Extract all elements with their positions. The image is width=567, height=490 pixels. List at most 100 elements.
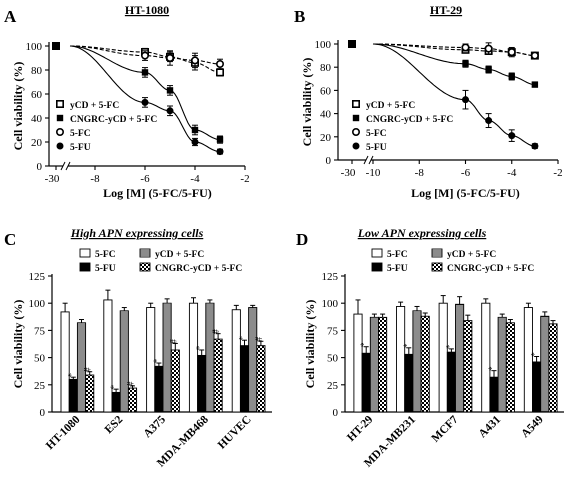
x-tick-label: -2 xyxy=(553,167,562,179)
significance-mark: * xyxy=(402,343,412,348)
x-tick-label: -30 xyxy=(45,173,60,185)
legend-marker xyxy=(352,142,360,150)
bar-5-fc xyxy=(60,311,70,413)
significance-mark: * xyxy=(359,342,369,347)
category-label: HUVEC xyxy=(216,414,254,452)
y-tick-label: 25 xyxy=(327,380,339,392)
y-tick-label: 80 xyxy=(31,65,43,77)
panel-title: High APN expressing cells xyxy=(70,226,204,240)
bar-5-fu xyxy=(446,351,456,413)
bar-cngrc-ycd-5-fc xyxy=(420,315,430,413)
category-label: HT-1080 xyxy=(44,413,83,452)
y-axis-label: Cell viability (%) xyxy=(11,300,25,389)
legend-swatch xyxy=(431,248,443,258)
legend-label: 5-FC xyxy=(387,250,408,260)
y-axis-label: Cell viability (%) xyxy=(11,62,25,151)
y-tick-label: 0 xyxy=(37,161,43,173)
legend-marker xyxy=(56,142,64,150)
bar-group-huvec: * # xyxy=(231,304,266,413)
data-point-control xyxy=(52,42,60,50)
legend-marker xyxy=(55,100,64,109)
legend-label: 5-FU xyxy=(387,264,408,274)
x-axis-label: Log [M] (5-FC/5-FU) xyxy=(103,186,212,200)
significance-mark: * xyxy=(152,358,162,363)
y-tick-label: 40 xyxy=(320,109,332,121)
data-point xyxy=(191,138,199,146)
bar-group-ht-1080: *# xyxy=(60,302,95,413)
legend: 5-FC yCD + 5-FC 5-FU CNGRC-yCD + 5-FC xyxy=(371,248,534,274)
data-point xyxy=(141,51,150,60)
bar-group-mda-mb468: *# xyxy=(188,297,223,413)
bar-ycd-5-fc xyxy=(455,303,465,413)
y-tick-label: 60 xyxy=(320,85,332,97)
significance-mark: # xyxy=(83,367,93,372)
series-5-fu xyxy=(52,42,224,156)
category-label: A375 xyxy=(142,413,169,440)
data-point xyxy=(484,44,493,53)
series-5-fu xyxy=(348,40,539,150)
legend-swatch xyxy=(371,248,383,258)
data-point xyxy=(216,136,224,143)
legend: 5-FC yCD + 5-FC 5-FU CNGRC-yCD + 5-FC xyxy=(79,248,242,274)
legend-swatch xyxy=(139,248,151,258)
y-tick-label: 60 xyxy=(31,89,43,101)
bar-cngrc-ycd-5-fc xyxy=(85,374,95,413)
bar-cngrc-ycd-5-fc xyxy=(213,338,223,413)
x-tick-label: -4 xyxy=(190,173,200,185)
fit-curve xyxy=(373,43,535,86)
legend-label: CNGRC-yCD + 5-FC xyxy=(366,115,453,125)
significance-mark: * xyxy=(109,384,119,389)
legend-label: 5-FU xyxy=(366,143,387,153)
legend-swatch xyxy=(431,262,443,272)
significance-mark: * xyxy=(530,352,540,357)
data-point xyxy=(462,96,469,104)
x-tick-label: -4 xyxy=(507,167,517,179)
y-tick-label: 40 xyxy=(31,113,43,125)
axis-break-mark xyxy=(65,161,71,171)
legend-label: yCD + 5-FC xyxy=(155,250,204,260)
axis-break-mark xyxy=(368,155,374,165)
data-point xyxy=(508,132,516,140)
bar-5-fu xyxy=(532,361,542,413)
bar-5-fu xyxy=(239,345,250,413)
data-point xyxy=(531,142,539,150)
legend-marker xyxy=(351,100,360,109)
data-point xyxy=(462,60,469,67)
data-point xyxy=(531,81,539,88)
panel-letter: C xyxy=(4,230,16,249)
data-point xyxy=(508,73,515,80)
y-tick-label: 75 xyxy=(327,325,339,337)
y-tick-label: 100 xyxy=(29,298,46,310)
bar-ycd-5-fc xyxy=(162,302,172,413)
significance-mark: * xyxy=(238,335,248,340)
legend-label: CNGRC-yCD + 5-FC xyxy=(70,115,157,125)
panel-letter: D xyxy=(296,230,308,249)
y-axis-label: Cell viability (%) xyxy=(303,300,317,389)
legend: yCD + 5-FC CNGRC-yCD + 5-FC 5-FC 5-FU xyxy=(55,100,157,153)
data-point xyxy=(507,48,516,57)
legend-label: 5-FU xyxy=(70,143,91,153)
y-axis-label: Cell viability (%) xyxy=(300,58,314,147)
x-tick-label: -8 xyxy=(415,167,425,179)
panel-title: Low APN expressing cells xyxy=(357,226,487,240)
bar-5-fc xyxy=(438,302,448,413)
data-point xyxy=(485,66,492,73)
legend-label: yCD + 5-FC xyxy=(366,101,415,111)
category-label: HT-29 xyxy=(345,413,376,444)
data-point xyxy=(166,53,175,62)
series-5-fc xyxy=(51,41,225,70)
bar-cngrc-ycd-5-fc xyxy=(256,345,266,413)
legend-label: 5-FC xyxy=(70,129,91,139)
axis-break-mark xyxy=(60,161,66,171)
series-5-fc xyxy=(347,39,539,60)
significance-mark: # xyxy=(168,339,178,344)
y-tick-label: 25 xyxy=(34,380,46,392)
bar-cngrc-ycd-5-fc xyxy=(378,316,388,413)
y-tick-label: 50 xyxy=(327,353,339,365)
y-tick-label: 0 xyxy=(40,407,46,419)
data-point-control xyxy=(348,40,356,48)
legend-label: 5-FU xyxy=(95,264,116,274)
legend-label: CNGRC-yCD + 5-FC xyxy=(447,264,534,274)
bar-ycd-5-fc xyxy=(248,307,258,413)
